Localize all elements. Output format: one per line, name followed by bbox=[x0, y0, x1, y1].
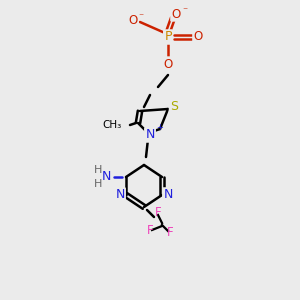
Text: N: N bbox=[145, 128, 155, 142]
Text: N: N bbox=[101, 170, 111, 184]
Text: CH₃: CH₃ bbox=[103, 120, 122, 130]
Text: ⁻: ⁻ bbox=[182, 6, 188, 16]
Text: H: H bbox=[94, 179, 102, 189]
Text: O: O bbox=[194, 31, 202, 44]
Text: N: N bbox=[115, 188, 125, 202]
Text: P: P bbox=[164, 31, 172, 44]
Text: O: O bbox=[171, 8, 181, 20]
Text: +: + bbox=[156, 123, 163, 132]
Text: F: F bbox=[155, 206, 161, 220]
Text: S: S bbox=[170, 100, 178, 113]
Text: ⁻: ⁻ bbox=[138, 12, 144, 22]
Text: H: H bbox=[94, 165, 102, 175]
Text: O: O bbox=[164, 58, 172, 70]
Text: F: F bbox=[167, 226, 173, 239]
Text: O: O bbox=[128, 14, 138, 28]
Text: F: F bbox=[147, 224, 153, 238]
Text: N: N bbox=[163, 188, 173, 202]
